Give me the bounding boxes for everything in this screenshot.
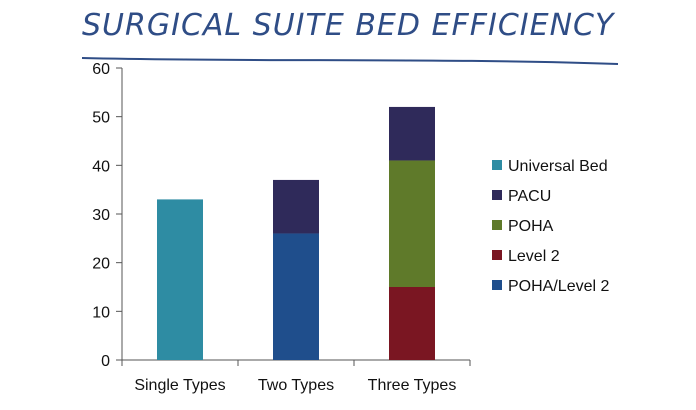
- legend-swatch: [492, 280, 502, 290]
- y-tick-label: 60: [92, 61, 110, 78]
- legend-label: PACU: [508, 188, 551, 205]
- y-tick-label: 30: [92, 207, 110, 224]
- legend-label: Level 2: [508, 248, 560, 265]
- chart-title: SURGICAL SUITE BED EFFICIENCY: [82, 8, 615, 43]
- x-category-label: Single Types: [134, 377, 225, 394]
- bar-segment-poha-3: [389, 160, 435, 287]
- x-category-label: Two Types: [258, 377, 334, 394]
- legend-label: Universal Bed: [508, 158, 608, 175]
- bar-segment-pacu-2: [273, 179, 319, 234]
- y-tick-label: 50: [92, 110, 110, 127]
- y-tick-label: 10: [92, 304, 110, 321]
- legend-swatch: [492, 190, 502, 200]
- title-underline: [81, 57, 619, 65]
- bar-segment-universal-bed-1: [157, 199, 203, 360]
- legend-swatch: [492, 220, 502, 230]
- y-tick-label: 20: [92, 256, 110, 273]
- y-tick-label: 0: [101, 353, 110, 370]
- bar-segment-pacu-3: [389, 106, 435, 161]
- x-category-label: Three Types: [368, 377, 457, 394]
- bar-segment-level-2-3: [389, 287, 435, 360]
- bar-segment-poha-level-2-2: [273, 233, 319, 360]
- legend-label: POHA/Level 2: [508, 278, 609, 295]
- legend-label: POHA: [508, 218, 554, 235]
- y-tick-label: 40: [92, 158, 110, 175]
- legend-swatch: [492, 160, 502, 170]
- legend-swatch: [492, 250, 502, 260]
